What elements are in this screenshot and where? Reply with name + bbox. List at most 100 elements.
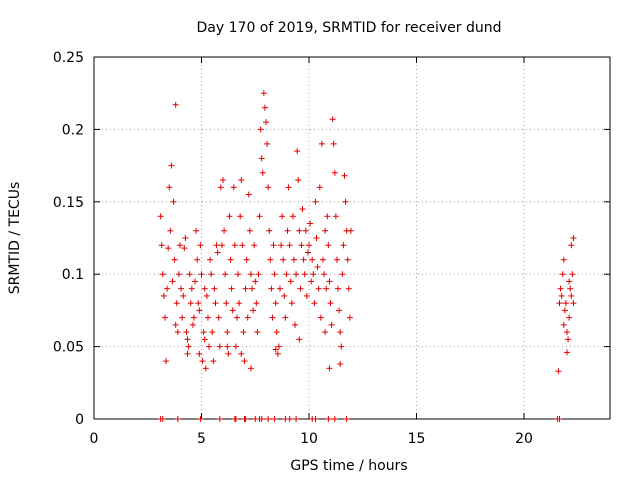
data-point [247, 271, 254, 278]
data-point [214, 249, 221, 256]
data-point [159, 416, 166, 422]
data-point [241, 358, 248, 365]
data-point [301, 271, 308, 278]
data-point [201, 336, 208, 343]
data-point [304, 249, 311, 256]
x-tick-label: 20 [515, 431, 533, 447]
data-point [181, 245, 188, 252]
data-point [236, 300, 243, 307]
data-point [224, 329, 231, 336]
data-point [257, 126, 264, 133]
data-point [263, 119, 269, 126]
data-point [218, 242, 225, 249]
data-point [186, 271, 193, 278]
data-point [256, 213, 263, 220]
data-point [228, 285, 235, 292]
data-point [330, 140, 337, 147]
data-point [240, 329, 247, 336]
data-point [244, 314, 251, 321]
x-tick-label: 15 [408, 431, 426, 447]
data-point [196, 350, 203, 357]
data-point [160, 292, 167, 299]
data-point [206, 343, 213, 350]
data-point [169, 278, 176, 285]
data-point [272, 300, 279, 307]
data-point [197, 242, 204, 249]
data-point [227, 256, 234, 263]
data-point [158, 242, 165, 249]
data-point [178, 285, 185, 292]
data-point [253, 300, 260, 307]
data-point [282, 314, 289, 321]
y-tick-label: 0.05 [53, 340, 84, 356]
data-point [286, 242, 293, 249]
x-tick-label: 5 [197, 431, 206, 447]
data-point [567, 285, 574, 292]
data-point [342, 198, 349, 205]
data-points [157, 90, 577, 422]
y-tick-label: 0.25 [53, 50, 84, 66]
data-point [327, 300, 334, 307]
data-point [184, 350, 191, 357]
data-point [324, 213, 331, 220]
data-point [225, 350, 232, 357]
data-point [328, 321, 335, 328]
data-point [284, 227, 291, 234]
data-point [322, 329, 329, 336]
data-point [321, 271, 328, 278]
data-point [296, 227, 303, 234]
data-point [565, 336, 572, 343]
data-point [198, 271, 205, 278]
data-point [322, 227, 329, 234]
data-point [343, 416, 350, 422]
data-point [242, 416, 249, 422]
data-point [164, 285, 171, 292]
data-point [326, 278, 333, 285]
x-tick-label: 0 [90, 431, 99, 447]
data-point [238, 177, 245, 184]
data-point [211, 285, 218, 292]
data-point [204, 314, 211, 321]
data-point [190, 314, 197, 321]
data-point [242, 285, 249, 292]
data-point [207, 256, 214, 263]
data-point [170, 198, 177, 205]
data-point [313, 235, 320, 241]
data-point [294, 148, 301, 155]
data-point [570, 235, 577, 241]
data-point [183, 329, 190, 336]
data-point [185, 343, 192, 350]
data-point [260, 90, 267, 97]
data-point [172, 321, 179, 328]
data-point [568, 292, 575, 299]
data-point [281, 292, 288, 299]
data-point [221, 227, 228, 234]
data-point [337, 360, 344, 367]
data-point [300, 256, 307, 263]
data-point [337, 329, 344, 336]
data-point [238, 350, 245, 357]
data-point [163, 358, 170, 365]
y-axis-label: SRMTID / TECUs [7, 182, 23, 295]
data-point [165, 245, 172, 252]
data-point [167, 227, 174, 234]
data-point [286, 416, 293, 422]
data-point [202, 365, 209, 372]
data-point [239, 242, 246, 249]
data-point [556, 416, 563, 422]
data-point [201, 285, 208, 292]
data-point [566, 314, 573, 321]
data-point [267, 256, 274, 263]
data-point [340, 242, 347, 249]
data-point [331, 169, 338, 176]
y-tick-label: 0.2 [62, 122, 84, 138]
data-point [561, 307, 568, 314]
data-point [560, 256, 567, 263]
data-point [333, 256, 340, 263]
data-point [344, 256, 351, 263]
data-point [557, 285, 564, 292]
data-point [168, 162, 175, 169]
x-axis-label: GPS time / hours [290, 458, 407, 474]
data-point [568, 242, 575, 249]
